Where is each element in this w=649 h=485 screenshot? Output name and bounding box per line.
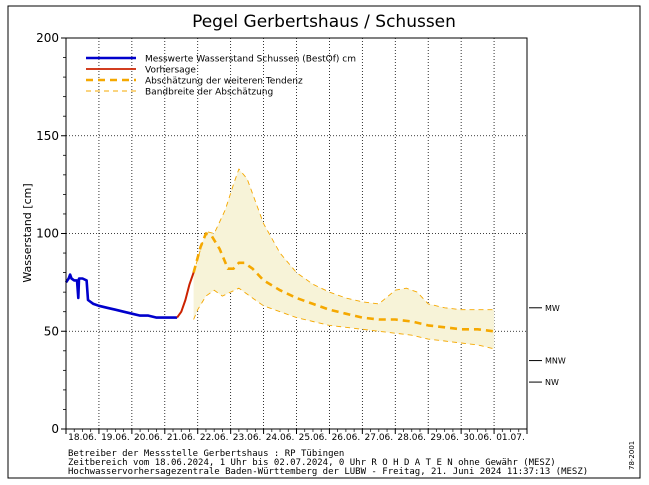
x-tick-label: 01.07.	[496, 433, 525, 443]
y-tick-label: 200	[36, 31, 59, 45]
series-band-lower	[193, 287, 495, 350]
x-tick-label: 22.06.	[200, 433, 229, 443]
series-measured	[64, 273, 178, 319]
side-code: 78-2001	[628, 441, 636, 470]
y-tick-label: 100	[36, 227, 59, 241]
x-tick-label: 24.06.	[266, 433, 295, 443]
x-tick-label: 25.06.	[299, 433, 328, 443]
x-tick-label: 20.06.	[134, 433, 163, 443]
series-lines	[64, 168, 495, 350]
footer-line-3: Hochwasservorhersagezentrale Baden-Württ…	[68, 467, 588, 477]
ref-level-label: MNW	[545, 357, 566, 366]
y-tick-label: 0	[51, 422, 59, 436]
x-tick-label: 28.06.	[397, 433, 426, 443]
legend-label: Messwerte Wasserstand Schussen (BestOf) …	[145, 55, 356, 65]
forecast-band	[193, 169, 495, 349]
legend-label: Vorhersage	[145, 66, 196, 76]
series-tendency	[192, 232, 495, 333]
y-tick-label: 50	[44, 324, 59, 338]
y-axis-label: Wasserstand [cm]	[21, 183, 34, 282]
chart-title: Pegel Gerbertshaus / Schussen	[192, 12, 456, 32]
x-tick-label: 27.06.	[365, 433, 394, 443]
x-tick-label: 21.06.	[167, 433, 196, 443]
legend: Messwerte Wasserstand Schussen (BestOf) …	[86, 55, 356, 98]
x-tick-label: 18.06.	[68, 433, 97, 443]
y-tick-label: 150	[36, 129, 59, 143]
band-fill	[193, 169, 495, 349]
reference-levels: MW MNW NW	[529, 304, 566, 387]
x-tick-label: 19.06.	[101, 433, 130, 443]
series-forecast	[176, 272, 195, 319]
legend-label: Abschätzung der weiteren Tendenz	[145, 77, 303, 87]
x-tick-label: 29.06.	[430, 433, 459, 443]
x-tick-label: 26.06.	[332, 433, 361, 443]
x-tick-label: 30.06.	[463, 433, 492, 443]
ref-level-label: MW	[545, 304, 560, 313]
footer-line-1: Betreiber der Messstelle Gerbertshaus : …	[68, 449, 344, 459]
outer-frame	[7, 5, 641, 479]
x-axis: 18.06. 19.06. 20.06. 21.06. 22.06. 23.06. 24.0…	[65, 429, 528, 443]
footer-line-2: Zeitbereich vom 18.06.2024, 1 Uhr bis 02…	[68, 458, 556, 468]
ref-level-label: NW	[545, 378, 559, 387]
legend-label: Bandbreite der Abschätzung	[145, 88, 273, 98]
y-axis: 0 50 100 150 200	[36, 31, 66, 436]
x-tick-label: 23.06.	[233, 433, 262, 443]
